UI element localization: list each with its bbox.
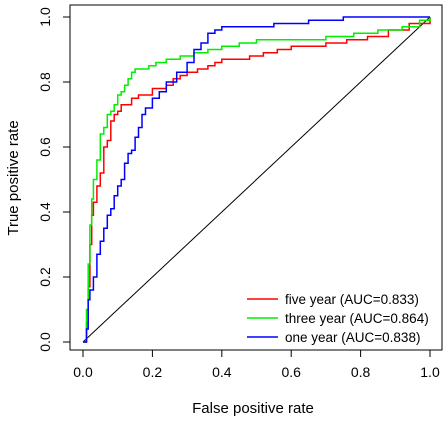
y-tick-label: 0.4 bbox=[37, 202, 53, 222]
legend: five year (AUC=0.833) three year (AUC=0.8… bbox=[238, 284, 435, 346]
y-tick-label: 0.0 bbox=[37, 332, 53, 352]
y-axis: 0.0 0.2 0.4 0.6 0.8 1.0 bbox=[37, 7, 71, 352]
roc-line-series-3 bbox=[83, 16, 430, 343]
x-tick-label: 1.0 bbox=[420, 364, 440, 380]
roc-series-layer bbox=[83, 16, 431, 343]
x-tick-label: 0.8 bbox=[351, 364, 371, 380]
roc-line-series-2 bbox=[83, 17, 431, 343]
y-tick-label: 0.2 bbox=[37, 267, 53, 287]
y-tick-label: 1.0 bbox=[37, 7, 53, 27]
reference-diagonal-layer bbox=[82, 16, 431, 343]
roc-line-series-1 bbox=[83, 17, 431, 343]
legend-box bbox=[238, 284, 435, 346]
y-tick-label: 0.8 bbox=[37, 72, 53, 92]
legend-label-series-3: one year (AUC=0.838) bbox=[285, 330, 420, 345]
legend-label-series-1: five year (AUC=0.833) bbox=[285, 292, 419, 307]
x-tick-label: 0.4 bbox=[212, 364, 232, 380]
x-tick-label: 0.2 bbox=[143, 364, 163, 380]
legend-label-series-2: three year (AUC=0.864) bbox=[285, 311, 429, 326]
x-tick-label: 0.0 bbox=[73, 364, 93, 380]
x-axis: 0.0 0.2 0.4 0.6 0.8 1.0 bbox=[73, 349, 440, 380]
x-axis-label: False positive rate bbox=[192, 400, 314, 417]
reference-diagonal-line bbox=[82, 16, 431, 343]
y-tick-label: 0.6 bbox=[37, 137, 53, 157]
x-tick-label: 0.6 bbox=[281, 364, 301, 380]
y-axis-label: True positive rate bbox=[5, 120, 22, 235]
